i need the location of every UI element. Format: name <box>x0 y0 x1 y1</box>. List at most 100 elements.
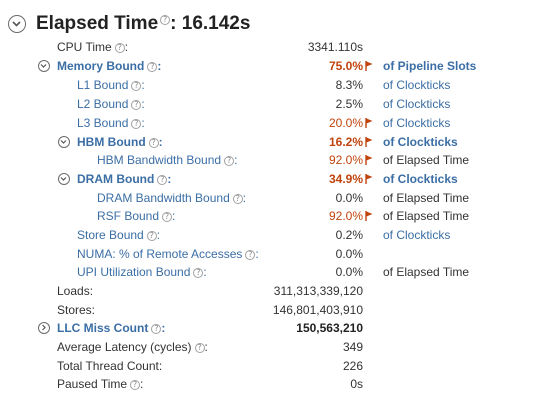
metric-value: 0.0% <box>335 247 363 261</box>
help-icon[interactable]: ? <box>147 62 158 72</box>
metric-row-upi-utilization-bound: UPI Utilization Bound?: 0.0% of Elapsed … <box>0 263 541 281</box>
expand-summary-icon[interactable] <box>8 15 26 33</box>
metric-row-l3-bound: L3 Bound?: 20.0% of Clockticks <box>0 114 541 132</box>
metric-row-dram-bound: DRAM Bound?: 34.9% of Clockticks <box>0 170 541 188</box>
metric-row-hbm-bound: HBM Bound?: 16.2% of Clockticks <box>0 133 541 151</box>
help-icon[interactable]: ? <box>131 100 142 110</box>
elapsed-time-value: : 16.142s <box>170 13 251 34</box>
help-icon[interactable]: ? <box>157 175 168 185</box>
metric-label: Loads: <box>57 284 94 298</box>
metric-row-memory-bound: Memory Bound?: 75.0% of Pipeline Slots <box>0 57 541 75</box>
metric-value: 2.5% <box>335 97 363 111</box>
help-icon[interactable]: ? <box>193 268 204 278</box>
metric-label[interactable]: Store Bound?: <box>77 228 161 242</box>
flag-icon <box>365 211 373 221</box>
summary-header: Elapsed Time?: 16.142s <box>8 10 250 38</box>
metric-label: Total Thread Count: <box>57 359 163 373</box>
metric-row-llc-miss-count: LLC Miss Count?: 150,563,210 <box>0 319 541 337</box>
expand-dram-bound-icon[interactable] <box>58 173 70 185</box>
flag-icon <box>365 155 373 165</box>
metric-unit: of Clockticks <box>383 78 451 92</box>
metric-value: 146,801,403,910 <box>272 303 363 317</box>
metric-row-l1-bound: L1 Bound?: 8.3% of Clockticks <box>0 76 541 94</box>
help-icon[interactable]: ? <box>194 343 205 353</box>
metric-value: 0.0% <box>335 265 363 279</box>
metric-label[interactable]: L1 Bound?: <box>77 78 145 92</box>
metric-unit: of Clockticks <box>383 116 451 130</box>
flag-icon <box>365 137 373 147</box>
metric-label: CPU Time?: <box>57 40 129 54</box>
metric-label[interactable]: DRAM Bound?: <box>77 172 172 186</box>
metric-label[interactable]: UPI Utilization Bound?: <box>77 265 207 279</box>
metric-label[interactable]: HBM Bandwidth Bound?: <box>97 153 238 167</box>
metric-label[interactable]: L3 Bound?: <box>77 116 145 130</box>
help-icon[interactable]: ? <box>224 156 235 166</box>
metric-value: 0s <box>350 377 363 391</box>
metric-label[interactable]: NUMA: % of Remote Accesses?: <box>77 247 259 261</box>
expand-memory-bound-icon[interactable] <box>38 60 50 72</box>
metric-unit: of Elapsed Time <box>383 209 470 223</box>
metric-value: 16.2% <box>328 135 363 149</box>
metric-value: 20.0% <box>328 116 363 130</box>
elapsed-time-title: Elapsed Time?: 16.142s <box>36 13 250 35</box>
help-icon[interactable]: ? <box>232 194 243 204</box>
metric-label[interactable]: DRAM Bandwidth Bound?: <box>97 191 247 205</box>
metric-unit: of Elapsed Time <box>383 265 470 279</box>
flag-icon <box>365 174 373 184</box>
expand-llc-miss-count-icon[interactable] <box>38 322 50 334</box>
metric-unit: of Clockticks <box>383 97 451 111</box>
elapsed-time-label: Elapsed Time <box>36 13 159 34</box>
metric-row-paused-time: Paused Time?: 0s <box>0 375 541 393</box>
metric-value: 150,563,210 <box>296 321 363 335</box>
help-icon[interactable]: ? <box>146 231 157 241</box>
metric-row-l2-bound: L2 Bound?: 2.5% of Clockticks <box>0 95 541 113</box>
metric-unit: of Elapsed Time <box>383 153 470 167</box>
metric-value: 226 <box>342 359 363 373</box>
metric-label[interactable]: HBM Bound?: <box>77 135 163 149</box>
flag-icon <box>365 118 373 128</box>
help-icon[interactable]: ? <box>114 43 125 53</box>
metric-unit: of Elapsed Time <box>383 191 470 205</box>
metric-row-rsf-bound: RSF Bound?: 92.0% of Elapsed Time <box>0 207 541 225</box>
metric-value: 75.0% <box>328 59 363 73</box>
metric-unit: of Clockticks <box>383 228 451 242</box>
metric-unit: of Pipeline Slots <box>383 59 477 73</box>
metric-value: 92.0% <box>328 209 363 223</box>
metric-label[interactable]: LLC Miss Count?: <box>57 321 166 335</box>
metric-value: 3341.110s <box>307 40 363 54</box>
metric-label: Average Latency (cycles)?: <box>57 340 208 354</box>
metric-row-loads: Loads: 311,313,339,120 <box>0 282 541 300</box>
metric-label[interactable]: RSF Bound?: <box>97 209 176 223</box>
metric-unit: of Clockticks <box>383 172 458 186</box>
metric-value: 0.2% <box>335 228 363 242</box>
help-icon[interactable]: ? <box>245 250 256 260</box>
help-icon[interactable]: ? <box>130 380 141 390</box>
metric-label: Stores: <box>57 303 96 317</box>
metric-row-store-bound: Store Bound?: 0.2% of Clockticks <box>0 226 541 244</box>
help-icon[interactable]: ? <box>160 14 171 25</box>
flag-icon <box>365 61 373 71</box>
metric-row-numa-remote: NUMA: % of Remote Accesses?: 0.0% <box>0 245 541 263</box>
metric-unit: of Clockticks <box>383 135 458 149</box>
metric-value: 311,313,339,120 <box>273 284 363 298</box>
metric-row-hbm-bandwidth-bound: HBM Bandwidth Bound?: 92.0% of Elapsed T… <box>0 151 541 169</box>
help-icon[interactable]: ? <box>131 119 142 129</box>
metric-value: 0.0% <box>335 191 363 205</box>
metric-value: 349 <box>342 340 363 354</box>
metric-label[interactable]: L2 Bound?: <box>77 97 145 111</box>
metric-row-stores: Stores: 146,801,403,910 <box>0 301 541 319</box>
metric-value: 8.3% <box>335 78 363 92</box>
metric-row-total-thread-count: Total Thread Count: 226 <box>0 357 541 375</box>
help-icon[interactable]: ? <box>131 81 142 91</box>
help-icon[interactable]: ? <box>162 212 173 222</box>
metric-row-cpu-time: CPU Time?: 3341.110s <box>0 38 541 56</box>
metric-value: 34.9% <box>328 172 363 186</box>
help-icon[interactable]: ? <box>151 324 162 334</box>
metric-row-dram-bandwidth-bound: DRAM Bandwidth Bound?: 0.0% of Elapsed T… <box>0 189 541 207</box>
metric-value: 92.0% <box>328 153 363 167</box>
metric-label[interactable]: Memory Bound?: <box>57 59 162 73</box>
metric-label: Paused Time?: <box>57 377 144 391</box>
help-icon[interactable]: ? <box>148 138 159 148</box>
expand-hbm-bound-icon[interactable] <box>58 136 70 148</box>
metric-row-average-latency: Average Latency (cycles)?: 349 <box>0 338 541 356</box>
